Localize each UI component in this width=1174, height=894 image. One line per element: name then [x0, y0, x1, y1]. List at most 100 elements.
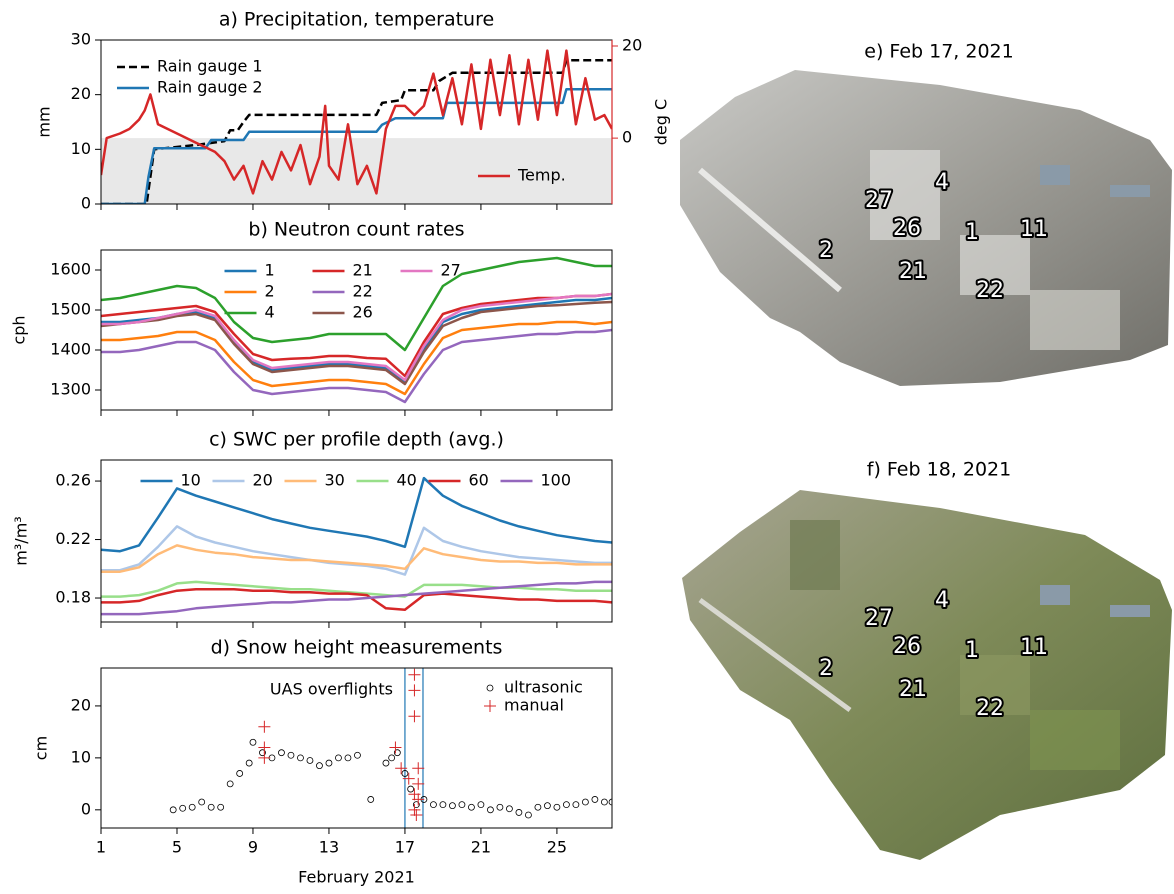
- data-line: [101, 87, 612, 204]
- y-tick-label: 0.18: [55, 588, 91, 607]
- data-line: [101, 476, 612, 553]
- building: [1040, 165, 1070, 185]
- point: [198, 798, 206, 806]
- point: [449, 802, 456, 810]
- point: [582, 798, 589, 806]
- point: [249, 738, 257, 746]
- y-tick-label: 1300: [50, 380, 91, 399]
- plot-label: 21: [899, 259, 927, 284]
- field: [960, 235, 1030, 295]
- legend-label: 22: [353, 282, 373, 301]
- road: [698, 167, 842, 293]
- point: [506, 805, 513, 813]
- point: [278, 749, 285, 757]
- point: [408, 668, 421, 681]
- point: [515, 809, 523, 816]
- legend-label: 100: [541, 471, 572, 490]
- point: [487, 806, 494, 814]
- point: [410, 809, 423, 822]
- point: [601, 798, 608, 806]
- plot-label: 1: [965, 638, 979, 663]
- point: [572, 801, 580, 809]
- x-tick-label: 9: [248, 838, 258, 857]
- point: [382, 759, 390, 767]
- data-line: [101, 580, 612, 616]
- y-tick-label: 1400: [50, 340, 91, 359]
- point: [316, 762, 323, 770]
- data-line: [101, 292, 612, 378]
- point: [325, 759, 333, 767]
- building: [1040, 585, 1070, 605]
- field: [870, 150, 940, 240]
- legend-label: ultrasonic: [504, 678, 583, 697]
- point: [544, 802, 551, 810]
- point: [258, 720, 271, 733]
- data-line: [101, 580, 612, 598]
- y-tick-label: 10: [71, 139, 91, 158]
- aerial-image: [682, 490, 1172, 860]
- plot-label: 4: [935, 588, 949, 613]
- point: [553, 803, 561, 811]
- axes-frame: [100, 667, 613, 829]
- plot-label: 27: [865, 188, 893, 213]
- y-axis-label: cph: [10, 315, 29, 344]
- y-tick-label: 0.26: [55, 471, 91, 490]
- point: [496, 803, 504, 811]
- point: [236, 770, 244, 777]
- legend-label: 10: [181, 471, 201, 490]
- point: [407, 785, 415, 793]
- field: [960, 655, 1030, 715]
- y-tick-label: 1600: [50, 260, 91, 279]
- point: [608, 798, 612, 806]
- point: [412, 762, 425, 775]
- axes-frame: [100, 249, 613, 411]
- y-axis-label: m³/m³: [12, 516, 31, 565]
- point: [258, 751, 271, 764]
- x-tick-label: 13: [319, 838, 339, 857]
- y-axis-label: mm: [35, 106, 54, 137]
- plot-label: 27: [865, 606, 893, 631]
- point: [389, 741, 402, 754]
- building: [1110, 605, 1150, 617]
- legend-label: 26: [353, 303, 373, 322]
- plot-label: 26: [893, 634, 921, 659]
- point: [408, 710, 421, 723]
- plot-label: 2: [819, 656, 833, 681]
- y-tick-label: 0.22: [55, 529, 91, 548]
- point: [534, 803, 542, 811]
- legend-label: manual: [504, 696, 564, 715]
- point: [226, 780, 234, 788]
- field: [1030, 290, 1120, 350]
- point: [439, 801, 447, 809]
- point: [217, 803, 225, 811]
- point: [354, 751, 361, 759]
- data-line: [101, 328, 612, 404]
- data-line: [101, 587, 612, 611]
- annotation: UAS overflights: [270, 680, 393, 699]
- legend-label: 1: [265, 261, 275, 280]
- photo-e: [680, 70, 1172, 386]
- point: [245, 759, 253, 767]
- point: [401, 770, 409, 777]
- plot-label: 11: [1020, 635, 1048, 660]
- data-line: [101, 256, 612, 352]
- legend-label: 4: [265, 303, 275, 322]
- y-tick-label: 0: [81, 194, 91, 213]
- point: [412, 801, 420, 809]
- building: [1110, 185, 1150, 197]
- point: [393, 749, 401, 757]
- legend-marker: [486, 684, 494, 692]
- legend-label: 20: [253, 471, 273, 490]
- point: [408, 684, 421, 697]
- data-line: [101, 58, 612, 204]
- point: [395, 762, 408, 775]
- data-line: [101, 49, 612, 195]
- panel-title: b) Neutron count rates: [248, 219, 464, 241]
- panel-title: a) Precipitation, temperature: [219, 9, 494, 31]
- data-line: [101, 300, 612, 386]
- y-tick-label: 30: [71, 30, 91, 49]
- legend-label: 2: [265, 282, 275, 301]
- point: [402, 772, 415, 785]
- point: [591, 796, 599, 803]
